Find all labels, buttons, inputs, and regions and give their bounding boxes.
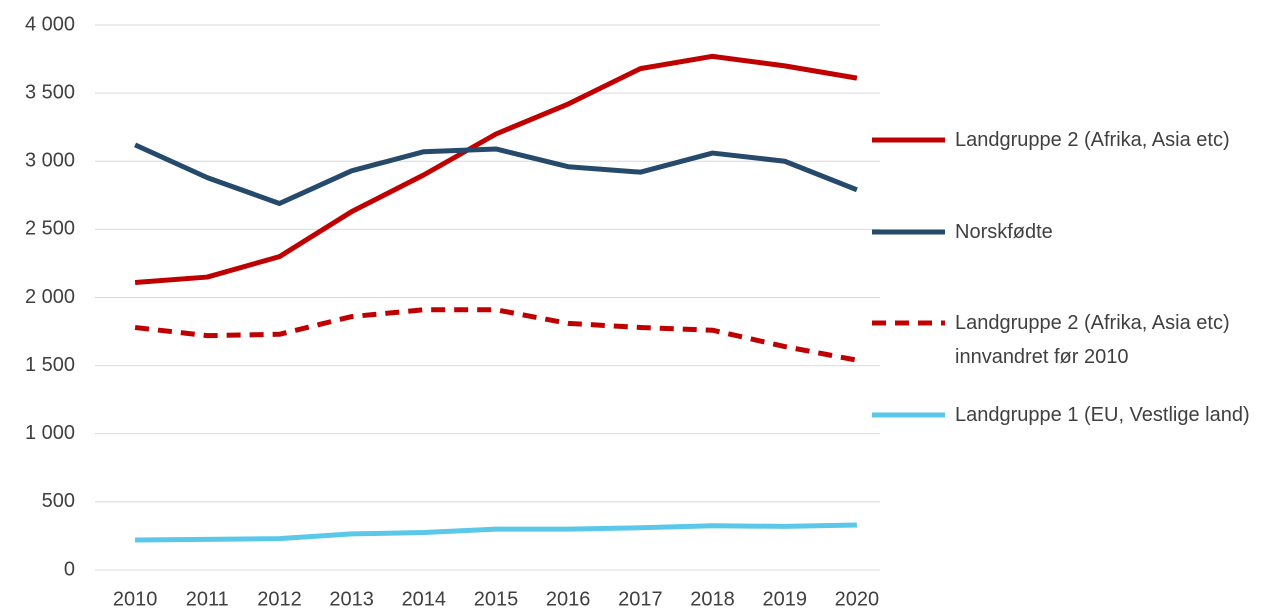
x-tick-label: 2016 (546, 588, 591, 610)
y-tick-label: 3 000 (25, 150, 75, 172)
x-tick-label: 2015 (474, 588, 519, 610)
y-tick-label: 0 (64, 558, 75, 580)
x-tick-label: 2019 (762, 588, 807, 610)
series-line (134, 53, 858, 286)
y-tick-label: 3 500 (25, 81, 75, 103)
y-tick-label: 2 000 (25, 286, 75, 308)
y-tick-label: 1 000 (25, 422, 75, 444)
x-tick-label: 2011 (186, 588, 229, 610)
x-tick-label: 2012 (257, 588, 302, 610)
legend-label: Norskfødte (955, 221, 1053, 243)
x-tick-label: 2010 (113, 588, 158, 610)
series-line (134, 307, 858, 363)
x-tick-label: 2014 (402, 588, 447, 610)
y-tick-label: 500 (42, 490, 75, 512)
y-tick-label: 4 000 (25, 13, 75, 35)
x-tick-label: 2013 (329, 588, 374, 610)
series-line (134, 142, 858, 206)
x-tick-label: 2017 (618, 588, 663, 610)
y-tick-label: 1 500 (25, 354, 75, 376)
legend-label: Landgruppe 2 (Afrika, Asia etc) (955, 129, 1230, 151)
series-line (135, 522, 857, 543)
y-tick-label: 2 500 (25, 218, 75, 240)
x-tick-label: 2018 (690, 588, 735, 610)
x-tick-label: 2020 (835, 588, 880, 610)
legend-label: Landgruppe 1 (EU, Vestlige land) (955, 404, 1250, 426)
legend-label: Landgruppe 2 (Afrika, Asia etc) innvandr… (955, 312, 1230, 368)
